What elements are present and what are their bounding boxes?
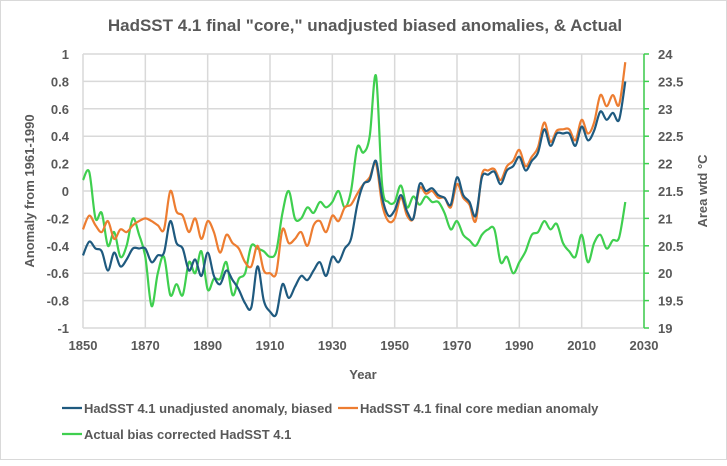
legend-final-core: HadSST 4.1 final core median anomaly <box>338 401 599 416</box>
y-tick-label: 1 <box>62 47 69 62</box>
legend-label: Actual bias corrected HadSST 4.1 <box>84 427 291 442</box>
y-axis-label: Anomaly from 1961-1990 <box>22 114 37 267</box>
y-tick-label: 0.6 <box>51 102 69 117</box>
x-tick-label: 1970 <box>443 338 472 353</box>
y2-tick-label: 22 <box>658 157 672 172</box>
y2-axis-label: Area wtd °C <box>695 154 710 228</box>
y2-tick-label: 19 <box>658 321 672 336</box>
y-tick-label: -0.2 <box>47 211 69 226</box>
x-tick-label: 1990 <box>505 338 534 353</box>
x-tick-label: 1850 <box>69 338 98 353</box>
y-tick-label: 0.2 <box>51 157 69 172</box>
y2-tick-label: 22.5 <box>658 129 683 144</box>
y2-tick-label: 23 <box>658 102 672 117</box>
legend-label: HadSST 4.1 unadjusted anomaly, biased <box>84 401 332 416</box>
y2-tick-label: 21.5 <box>658 184 683 199</box>
x-tick-label: 2030 <box>630 338 659 353</box>
y-tick-label: -1 <box>57 321 69 336</box>
y2-tick-label: 19.5 <box>658 294 683 309</box>
y-tick-label: 0.4 <box>51 129 70 144</box>
x-tick-label: 1890 <box>193 338 222 353</box>
legend-actual: Actual bias corrected HadSST 4.1 <box>62 427 291 442</box>
x-tick-label: 1930 <box>318 338 347 353</box>
y2-tick-label: 20 <box>658 266 672 281</box>
x-tick-label: 1870 <box>131 338 160 353</box>
y2-tick-label: 24 <box>658 47 673 62</box>
series-actual-line <box>82 74 627 308</box>
y2-tick-label: 20.5 <box>658 239 683 254</box>
series-unadjusted-line <box>81 81 627 318</box>
chart-title: HadSST 4.1 final "core," unadjusted bias… <box>108 16 622 35</box>
y-tick-label: -0.8 <box>47 294 69 309</box>
x-tick-label: 2010 <box>567 338 596 353</box>
y2-tick-label: 21 <box>658 211 672 226</box>
legend-unadjusted: HadSST 4.1 unadjusted anomaly, biased <box>62 401 332 416</box>
y-tick-label: 0.8 <box>51 74 69 89</box>
legend-label: HadSST 4.1 final core median anomaly <box>360 401 599 416</box>
y-tick-label: -0.6 <box>47 266 69 281</box>
y-tick-label: -0.4 <box>47 239 70 254</box>
y-tick-label: 0 <box>62 184 69 199</box>
x-tick-label: 1910 <box>256 338 285 353</box>
series-final-core-line <box>81 62 627 278</box>
y2-tick-label: 23.5 <box>658 74 683 89</box>
x-axis-label: Year <box>349 367 376 382</box>
x-tick-label: 1950 <box>380 338 409 353</box>
